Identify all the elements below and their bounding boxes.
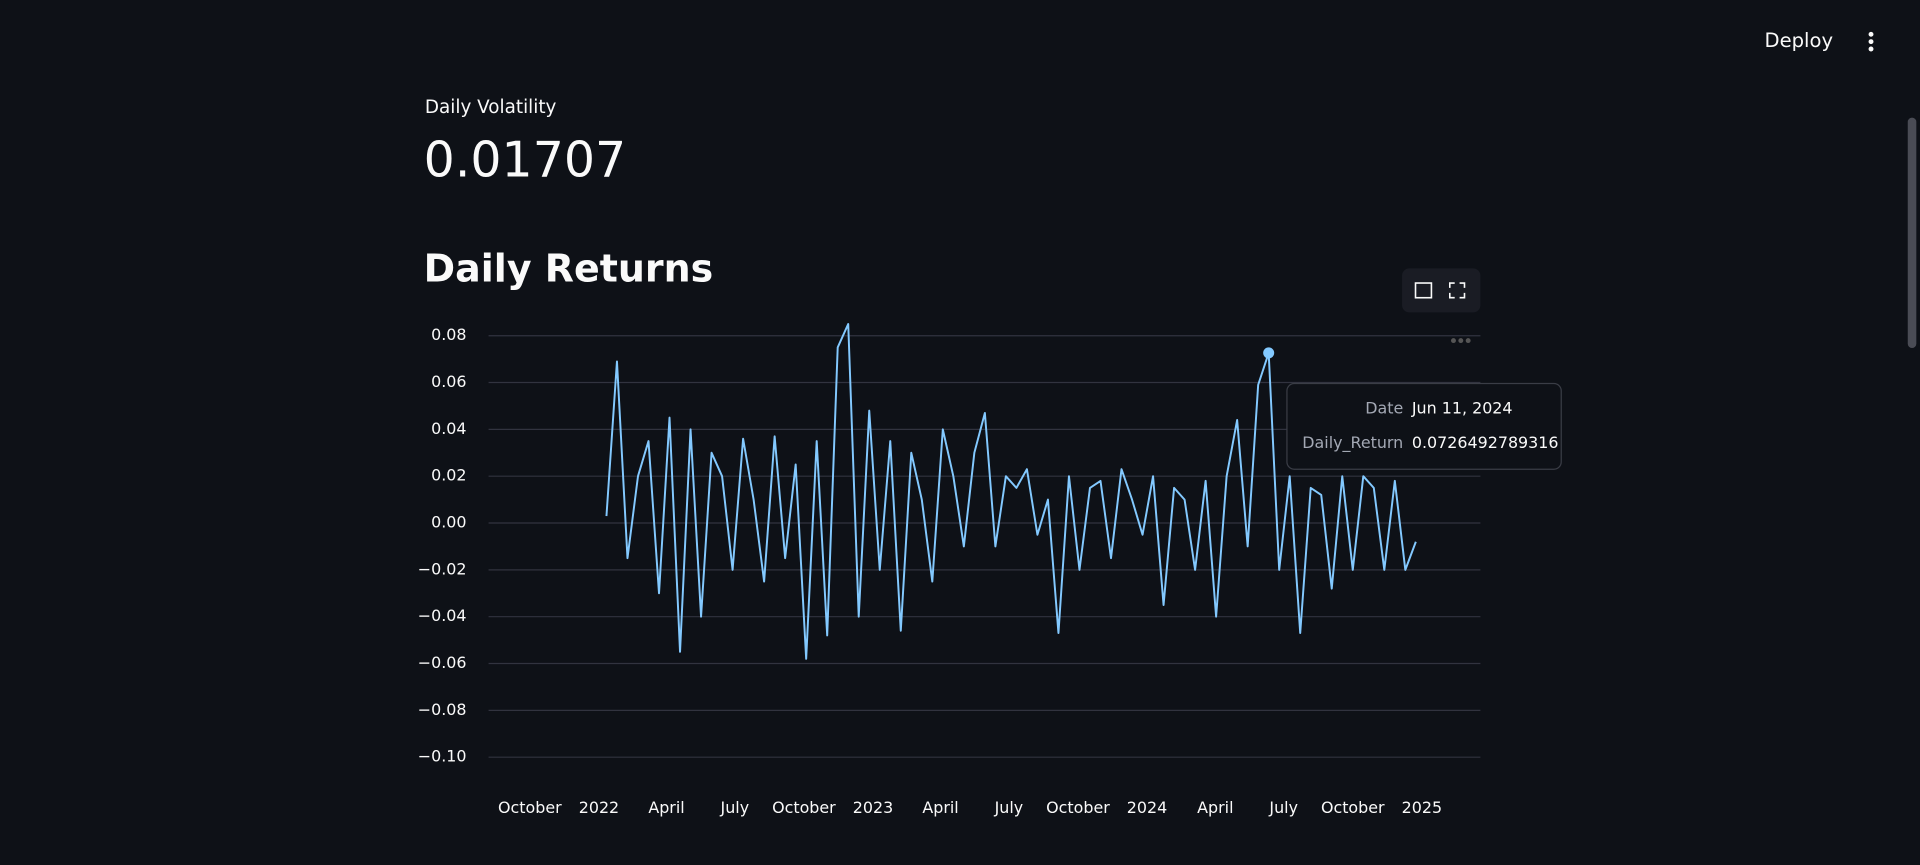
metric-label: Daily Volatility bbox=[425, 97, 557, 118]
chart-toolbar bbox=[1402, 268, 1481, 313]
tooltip-key: Daily_Return bbox=[1302, 433, 1403, 453]
tooltip: Date Jun 11, 2024 Daily_Return 0.0726492… bbox=[1286, 382, 1562, 470]
y-tick-label: 0.08 bbox=[431, 325, 466, 344]
x-tick-label: 2025 bbox=[1402, 798, 1442, 817]
x-tick-label: 2024 bbox=[1127, 798, 1167, 817]
x-tick-label: July bbox=[994, 798, 1024, 817]
y-tick-label: −0.02 bbox=[418, 559, 467, 578]
hover-point bbox=[1263, 347, 1275, 359]
line bbox=[605, 323, 1417, 660]
plot: 0.08 0.06 0.04 0.02 0.00 −0.02 −0.04 −0.06 −0.08… bbox=[418, 323, 1481, 817]
y-tick-label: 0.00 bbox=[431, 513, 466, 532]
tooltip-value: 0.0726492789316 bbox=[1412, 433, 1559, 452]
y-tick-label: −0.06 bbox=[418, 653, 467, 672]
menu-button[interactable] bbox=[1868, 31, 1874, 52]
x-tick-label: October bbox=[1046, 798, 1110, 817]
x-tick-label: October bbox=[772, 798, 836, 817]
x-tick-label: October bbox=[498, 798, 562, 817]
x-tick-label: July bbox=[1268, 798, 1298, 817]
x-tick-label: July bbox=[720, 798, 750, 817]
deploy-button[interactable]: Deploy bbox=[1765, 29, 1834, 52]
x-tick-label: April bbox=[922, 798, 958, 817]
x-tick-label: April bbox=[1197, 798, 1233, 817]
x-tick-label: 2022 bbox=[579, 798, 619, 817]
y-tick-label: 0.04 bbox=[431, 419, 466, 438]
y-tick-label: 0.06 bbox=[431, 372, 466, 391]
tooltip-value: Jun 11, 2024 bbox=[1411, 399, 1513, 418]
x-tick-label: 2023 bbox=[853, 798, 893, 817]
tooltip-key: Date bbox=[1365, 399, 1403, 418]
chart-title: Daily Returns bbox=[424, 246, 714, 290]
table-icon[interactable] bbox=[1414, 282, 1433, 299]
y-tick-label: −0.10 bbox=[418, 747, 467, 766]
scrollbar[interactable] bbox=[1907, 117, 1917, 348]
metric-value: 0.01707 bbox=[424, 131, 627, 188]
fullscreen-icon[interactable] bbox=[1449, 282, 1466, 299]
y-tick-label: −0.04 bbox=[418, 606, 467, 625]
y-tick-label: −0.08 bbox=[418, 700, 467, 719]
chart-menu[interactable] bbox=[1451, 338, 1471, 344]
y-tick-label: 0.02 bbox=[431, 466, 466, 485]
x-tick-label: April bbox=[648, 798, 684, 817]
x-tick-label: October bbox=[1321, 798, 1385, 817]
